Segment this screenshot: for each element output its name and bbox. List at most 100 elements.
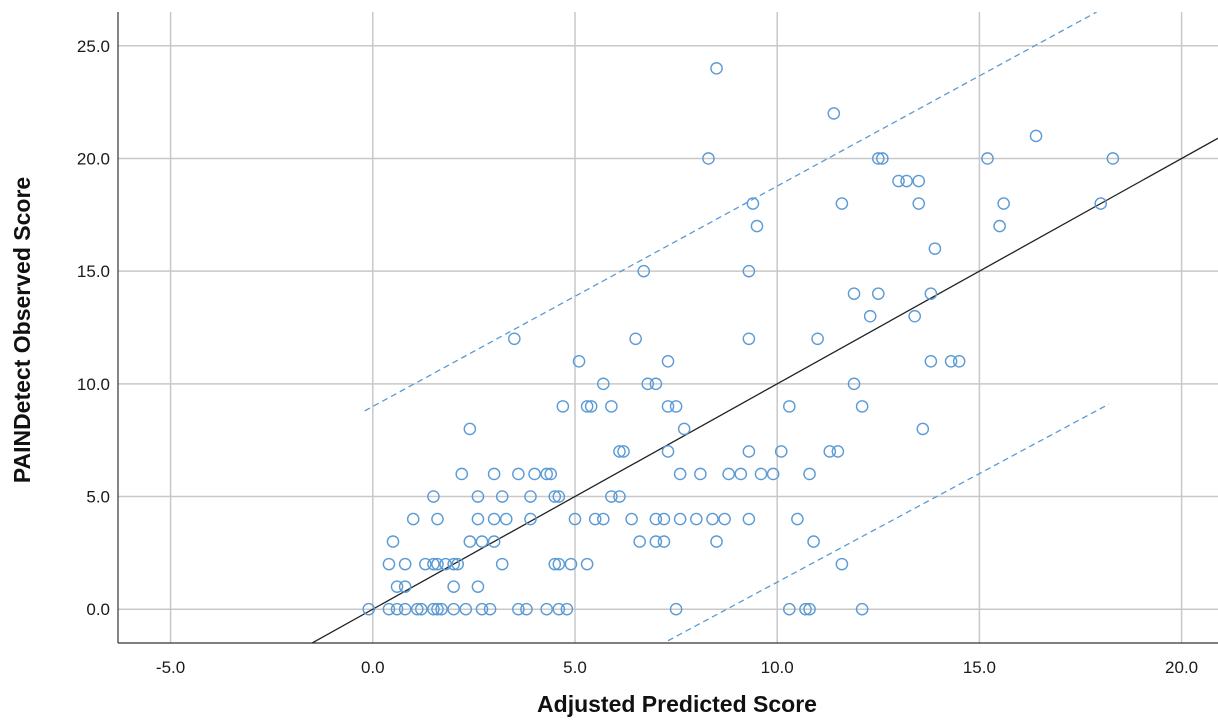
data-point [588, 512, 602, 526]
data-point [774, 445, 788, 458]
data-point [580, 400, 594, 413]
data-point [382, 557, 396, 571]
data-point [710, 535, 723, 548]
data-point [871, 152, 885, 165]
data-point [596, 377, 610, 391]
x-axis-title: Adjusted Predicted Score [537, 691, 817, 717]
data-point [694, 467, 707, 481]
data-point [993, 219, 1006, 233]
data-point [487, 512, 501, 526]
data-point [649, 377, 663, 391]
reference-line [310, 137, 1218, 643]
data-point [702, 152, 715, 165]
data-point [855, 602, 869, 616]
data-point [512, 602, 525, 616]
data-point [952, 355, 966, 368]
data-point [641, 377, 655, 391]
data-point [390, 580, 404, 593]
data-point [791, 512, 804, 526]
data-point [362, 602, 376, 616]
data-point [690, 512, 703, 526]
data-point [944, 355, 958, 368]
data-point [439, 557, 452, 571]
data-point [912, 174, 926, 188]
data-point [835, 197, 849, 210]
data-point [495, 490, 509, 503]
data-point [742, 445, 756, 458]
bound-line-lower [667, 403, 1110, 642]
data-point [447, 602, 460, 616]
data-point [471, 580, 485, 593]
data-point [584, 400, 598, 413]
data-points [362, 62, 1120, 616]
data-point [382, 602, 396, 616]
data-point [710, 62, 723, 75]
data-point [495, 557, 509, 571]
data-point [552, 557, 566, 571]
data-point [835, 557, 849, 571]
data-point [912, 197, 926, 210]
data-point [552, 490, 566, 503]
data-point [564, 557, 578, 571]
data-point [463, 422, 477, 436]
axes [117, 12, 1218, 644]
bound-line-upper [364, 12, 1097, 412]
data-point [398, 580, 412, 593]
data-point [447, 580, 460, 593]
data-point [455, 467, 469, 481]
x-tick-label: -5.0 [156, 658, 185, 677]
data-point [823, 445, 837, 458]
data-point [831, 445, 845, 458]
data-point [487, 467, 501, 481]
data-point [1094, 197, 1108, 210]
data-point [459, 602, 473, 616]
data-point [447, 557, 460, 571]
data-point [613, 490, 626, 503]
data-point [596, 512, 610, 526]
x-tick-label: 0.0 [361, 658, 385, 677]
data-point [783, 602, 796, 616]
data-point [673, 467, 687, 481]
data-point [520, 602, 533, 616]
data-point [427, 602, 440, 616]
data-point [754, 467, 768, 481]
data-point [524, 490, 537, 503]
data-point [427, 557, 440, 571]
data-point [892, 174, 905, 188]
data-point [742, 512, 756, 526]
data-point [722, 467, 735, 481]
data-point [1029, 129, 1043, 143]
x-tick-label: 10.0 [761, 658, 794, 677]
data-point [1106, 152, 1120, 165]
x-tick-label: 15.0 [963, 658, 996, 677]
data-point [807, 535, 820, 548]
data-point [649, 535, 663, 548]
data-point [568, 512, 582, 526]
data-point [661, 400, 675, 413]
data-point [483, 602, 497, 616]
y-tick-label: 10.0 [77, 375, 110, 394]
data-point [463, 535, 477, 548]
y-axis-title: PAINDetect Observed Score [9, 177, 35, 483]
y-tick-label: 15.0 [77, 262, 110, 281]
data-point [617, 445, 630, 458]
data-point [637, 264, 651, 278]
data-point [742, 264, 756, 278]
data-point [544, 467, 558, 481]
data-point [718, 512, 731, 526]
data-point [900, 174, 913, 188]
data-point [435, 602, 448, 616]
data-point [908, 309, 921, 323]
data-point [528, 467, 541, 481]
data-point [669, 400, 683, 413]
data-point [415, 602, 428, 616]
data-point [540, 467, 553, 481]
data-point [508, 332, 521, 346]
data-point [633, 535, 646, 548]
data-point [605, 490, 618, 503]
data-point [390, 602, 404, 616]
data-point [677, 422, 691, 436]
data-point [863, 309, 877, 323]
data-point [419, 557, 432, 571]
